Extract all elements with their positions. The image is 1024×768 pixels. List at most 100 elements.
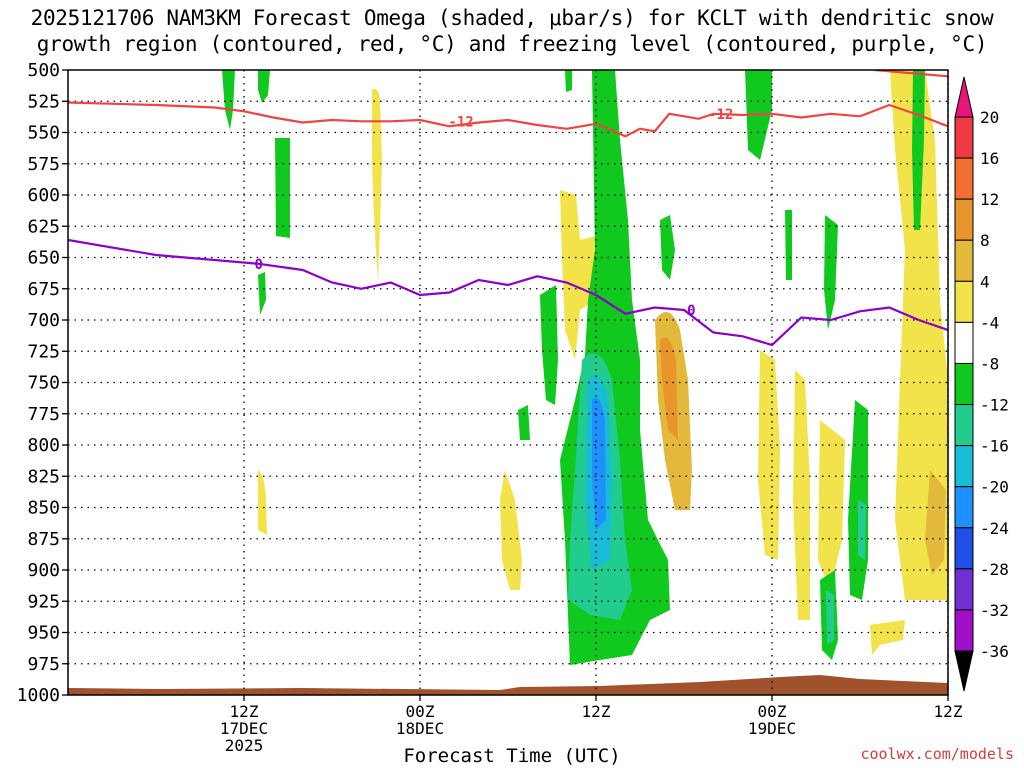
dgz-contour-label: -12 [708,107,733,123]
colorbar-swatch [954,568,974,611]
omega-negative-area [826,590,834,645]
colorbar-label: 20 [980,108,999,127]
omega-negative-area [912,70,925,230]
y-tick-label: 750 [27,373,60,394]
colorbar-swatch [954,609,974,652]
x-axis-title: Forecast Time (UTC) [403,745,621,767]
x-tick-label: 19DEC [748,719,796,738]
omega-negative-area [222,70,235,130]
omega-negative-area [858,500,866,560]
terrain-fill [68,675,948,695]
omega-negative-area [592,397,606,530]
y-tick-label: 700 [27,310,60,331]
omega-negative-area [660,215,675,280]
omega-positive-area [925,470,946,575]
site-credit[interactable]: coolwx.com/models [860,745,1014,763]
x-tick-label: 12Z [934,702,963,721]
colorbar-label: -20 [980,478,1009,497]
colorbar-swatch [954,280,974,323]
x-tick-label: 00Z [406,702,435,721]
y-tick-label: 950 [27,623,60,644]
colorbar-label: -36 [980,642,1009,661]
omega-positive-area [890,70,948,600]
omega-positive-area [500,470,522,590]
omega-negative-area [824,215,838,330]
y-tick-label: 850 [27,498,60,519]
y-tick-label: 775 [27,404,60,425]
omega-positive-area [372,88,382,280]
freezing-contour-label: 0 [687,303,695,319]
y-tick-label: 875 [27,529,60,550]
colorbar-swatch [954,486,974,529]
x-tick-label: 2025 [225,736,264,755]
omega-negative-area [258,272,266,315]
y-tick-label: 550 [27,123,60,144]
omega-positive-area [793,370,810,620]
omega-negative-area [275,138,290,238]
freezing-contour-label: 0 [254,257,262,273]
colorbar-label: -8 [980,354,999,373]
colorbar-swatch [954,198,974,241]
x-tick-label: 17DEC [220,719,268,738]
plot-grid [68,70,949,695]
omega-positive-area [560,190,608,360]
colorbar-label: 12 [980,190,999,209]
colorbar-label: -12 [980,396,1009,415]
colorbar-swatch [954,321,974,364]
colorbar-swatch [954,116,974,159]
colorbar-swatch [954,157,974,200]
x-tick-label: 18DEC [396,719,444,738]
colorbar-bottom-triangle [954,650,974,692]
y-tick-label: 575 [27,154,60,175]
dgz-contour-label: -12 [448,114,473,130]
omega-negative-area [518,405,530,440]
omega-negative-area [785,210,792,280]
contour-labels: -12 -12 0 0 [254,107,733,319]
omega-negative-area [540,285,558,405]
colorbar-label: 16 [980,149,999,168]
y-tick-label: 500 [27,60,60,81]
y-tick-label: 925 [27,591,60,612]
colorbar-top-triangle [954,76,974,118]
x-tick-label: 12Z [230,702,259,721]
dgz-minus12-contour [68,101,948,138]
y-tick-label: 525 [27,91,60,112]
colorbar: 20 16 12 8 4 -4 -8 -12 -16 -20 -24 -28 -32 -36 [954,76,1009,692]
colorbar-label: -16 [980,437,1009,456]
colorbar-swatch [954,445,974,488]
y-tick-label: 975 [27,654,60,675]
y-tick-label: 900 [27,560,60,581]
y-tick-label: 600 [27,185,60,206]
y-tick-label: 625 [27,216,60,237]
chart-title-line2: growth region (contoured, red, °C) and f… [36,32,988,56]
omega-negative-area [565,70,572,92]
y-tick-label: 675 [27,279,60,300]
x-tick-label: 12Z [582,702,611,721]
colorbar-label: 4 [980,272,990,291]
x-tick-label: 00Z [758,702,787,721]
colorbar-swatch [954,239,974,282]
colorbar-label: 8 [980,231,990,250]
contour-lines [68,70,948,347]
y-tick-label: 800 [27,435,60,456]
colorbar-label: -4 [980,313,999,332]
colorbar-swatch [954,527,974,570]
colorbar-label: -32 [980,601,1009,620]
y-tick-label: 650 [27,248,60,269]
colorbar-label: -28 [980,560,1009,579]
y-tick-label: 825 [27,466,60,487]
colorbar-label: -24 [980,519,1009,538]
omega-negative-area [258,70,270,103]
y-axis: 500 525 550 575 600 625 650 675 700 725 750 775 800 8… [17,60,68,706]
chart-title-line1: 2025121706 NAM3KM Forecast Omega (shaded… [30,6,994,30]
omega-positive-area [870,620,905,655]
colorbar-swatch [954,362,974,406]
omega-positive-area [818,420,845,590]
y-tick-label: 1000 [17,685,60,706]
colorbar-swatch [954,404,974,447]
omega-positive-area [758,350,780,560]
omega-positive-area [258,470,267,535]
freezing-level-contour [68,238,948,347]
